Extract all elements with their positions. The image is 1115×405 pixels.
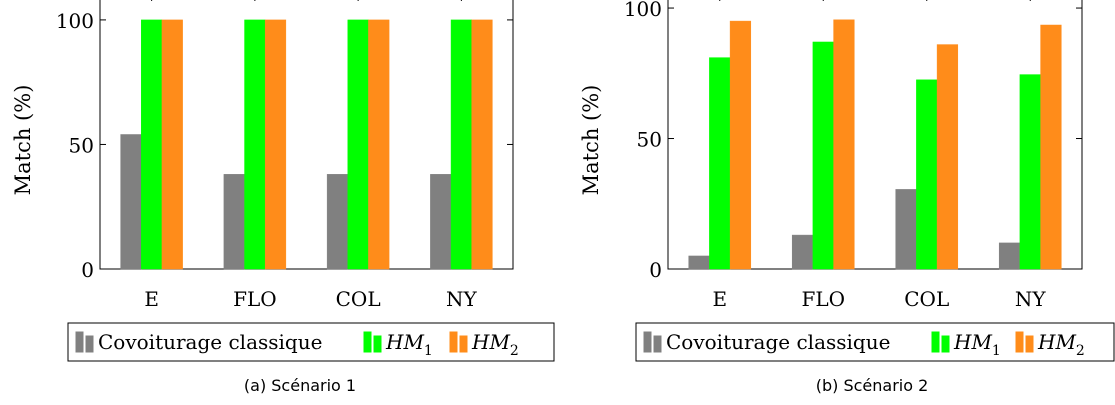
bar	[1019, 74, 1041, 270]
bar	[833, 19, 855, 270]
legend-swatch-icon	[449, 331, 458, 353]
legend-swatch-icon	[373, 335, 382, 353]
bar	[916, 79, 938, 270]
x-tick-label: FLO	[801, 287, 845, 311]
bar	[161, 19, 183, 270]
bar	[812, 41, 834, 270]
bar	[430, 174, 452, 270]
bar	[1040, 24, 1062, 270]
bar	[223, 174, 245, 270]
y-tick-label: 100	[624, 0, 662, 21]
bar	[244, 19, 266, 270]
legend-swatch-icon	[85, 335, 94, 353]
bar	[936, 44, 959, 270]
legend-swatch-icon	[1015, 331, 1024, 353]
x-tick-label: FLO	[233, 287, 277, 311]
y-tick-label: 0	[81, 258, 94, 282]
legend: Covoiturage classique HM1 HM2	[635, 322, 1115, 362]
legend-label: Covoiturage classique	[98, 330, 322, 354]
legend-box	[635, 322, 1115, 362]
y-axis-label: Match (%)	[11, 85, 35, 196]
y-tick-label: 0	[649, 258, 662, 282]
legend: Covoiturage classique HM1 HM2	[67, 322, 555, 362]
legend-swatch-icon	[931, 331, 940, 353]
panel-caption: (a) Scénario 1	[244, 376, 356, 395]
bar	[791, 234, 814, 270]
x-tick-label: E	[712, 287, 727, 311]
legend-swatch-icon	[941, 335, 950, 353]
legend-label: Covoiturage classique	[666, 330, 890, 354]
bar	[895, 189, 917, 270]
legend-swatch-icon	[1025, 335, 1034, 353]
plot-frame	[99, 0, 514, 270]
chart-panel-1: E FLO COL NY 0 50 100 Match (%) Covoiturage clas…	[11, 0, 555, 395]
legend-swatch-icon	[643, 331, 652, 353]
y-tick-label: 50	[637, 128, 662, 152]
legend-swatch-icon	[653, 335, 662, 353]
legend-swatch-icon	[459, 335, 468, 353]
bar	[141, 19, 163, 270]
x-tick-label: NY	[446, 287, 478, 311]
legend-box	[67, 322, 555, 362]
bar	[368, 19, 390, 270]
y-tick-label: 100	[56, 9, 94, 33]
bar	[709, 57, 731, 270]
bar	[120, 134, 142, 270]
plot-frame	[667, 0, 1083, 270]
legend-swatch-icon	[363, 331, 372, 353]
bar	[998, 242, 1021, 270]
panel-caption: (b) Scénario 2	[816, 376, 929, 395]
bar	[347, 19, 369, 270]
x-tick-label: COL	[904, 287, 949, 311]
x-tick-label: E	[144, 287, 159, 311]
bar	[729, 20, 752, 270]
bar	[688, 255, 710, 270]
chart-panel-2: E FLO COL NY 0 50 100 Match (%) Covoiturage clas…	[579, 0, 1115, 395]
x-tick-label: COL	[336, 287, 381, 311]
x-tick-label: NY	[1015, 287, 1047, 311]
y-tick-label: 50	[69, 133, 94, 157]
y-axis-label: Match (%)	[579, 85, 603, 196]
bar	[326, 174, 349, 270]
bar	[450, 19, 472, 270]
bar	[471, 19, 493, 270]
legend-swatch-icon	[75, 331, 84, 353]
bar	[264, 19, 287, 270]
